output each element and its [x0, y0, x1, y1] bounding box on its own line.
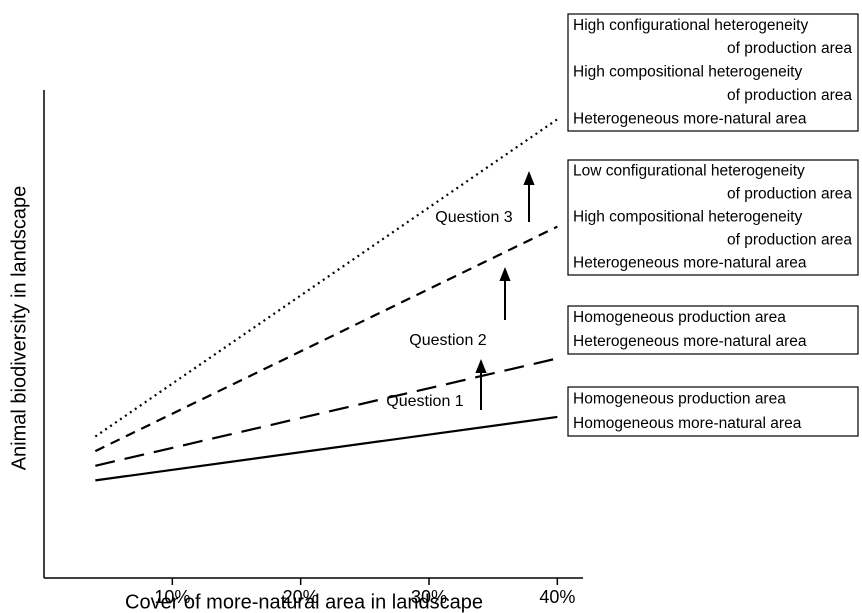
legend-label: of production area: [727, 186, 852, 203]
legend-label: Low configurational heterogeneity: [573, 163, 805, 180]
legend-box: [567, 305, 859, 355]
series-line: [94, 225, 558, 453]
legend-box: [567, 159, 859, 276]
legend-label: Homogeneous production area: [573, 390, 786, 407]
legend-label: of production area: [727, 232, 852, 249]
annotation: Question 3: [435, 209, 512, 226]
legend-label: High compositional heterogeneity: [573, 209, 802, 226]
series-line: [94, 118, 558, 438]
legend-box: [567, 386, 859, 437]
legend-label: Heterogeneous more-natural area: [573, 255, 807, 272]
legend-label: High compositional heterogeneity: [573, 64, 802, 81]
legend-label: of production area: [727, 87, 852, 104]
legend-label: Heterogeneous more-natural area: [573, 110, 807, 127]
legend-label: Heterogeneous more-natural area: [573, 333, 807, 350]
legend-label: Homogeneous production area: [573, 309, 786, 326]
legend-box: [567, 13, 859, 132]
series-line: [95, 415, 558, 482]
x-tick-label: 20%: [283, 587, 319, 607]
x-axis-title: Cover of more-natural area in landscape: [125, 591, 483, 613]
annotation: Question 2: [409, 332, 486, 349]
annotation: Question 1: [386, 393, 463, 410]
legend-label: of production area: [727, 40, 852, 57]
series-line: [95, 357, 558, 467]
x-tick-label: 30%: [411, 587, 447, 607]
x-tick-label: 40%: [539, 587, 575, 607]
x-tick-label: 10%: [154, 587, 190, 607]
legend-label: High configurational heterogeneity: [573, 17, 808, 34]
y-axis-title: Animal biodiversity in landscape: [8, 186, 30, 471]
legend-label: Homogeneous more-natural area: [573, 415, 802, 432]
